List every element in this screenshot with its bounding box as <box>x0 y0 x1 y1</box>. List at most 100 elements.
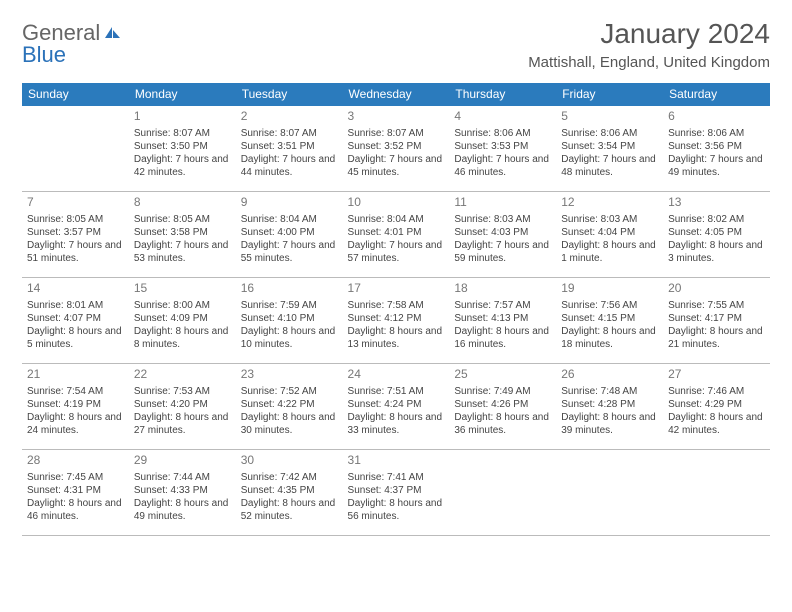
day-number: 27 <box>668 367 765 383</box>
sunset-text: Sunset: 3:54 PM <box>561 140 658 153</box>
page-title: January 2024 <box>528 18 770 50</box>
day-number: 30 <box>241 453 338 469</box>
calendar-day-cell: 30Sunrise: 7:42 AMSunset: 4:35 PMDayligh… <box>236 450 343 536</box>
calendar-day-cell <box>22 106 129 192</box>
sunrise-text: Sunrise: 7:45 AM <box>27 471 124 484</box>
daylight-text: Daylight: 7 hours and 48 minutes. <box>561 153 658 179</box>
sunrise-text: Sunrise: 7:51 AM <box>348 385 445 398</box>
sunset-text: Sunset: 4:10 PM <box>241 312 338 325</box>
calendar-day-cell: 20Sunrise: 7:55 AMSunset: 4:17 PMDayligh… <box>663 278 770 364</box>
sunrise-text: Sunrise: 7:57 AM <box>454 299 551 312</box>
daylight-text: Daylight: 8 hours and 13 minutes. <box>348 325 445 351</box>
calendar-day-cell: 18Sunrise: 7:57 AMSunset: 4:13 PMDayligh… <box>449 278 556 364</box>
sunset-text: Sunset: 4:04 PM <box>561 226 658 239</box>
day-number: 19 <box>561 281 658 297</box>
calendar-day-cell <box>663 450 770 536</box>
daylight-text: Daylight: 8 hours and 10 minutes. <box>241 325 338 351</box>
sunset-text: Sunset: 4:35 PM <box>241 484 338 497</box>
calendar-day-cell: 12Sunrise: 8:03 AMSunset: 4:04 PMDayligh… <box>556 192 663 278</box>
calendar-day-cell: 24Sunrise: 7:51 AMSunset: 4:24 PMDayligh… <box>343 364 450 450</box>
calendar-day-cell: 25Sunrise: 7:49 AMSunset: 4:26 PMDayligh… <box>449 364 556 450</box>
sunset-text: Sunset: 3:52 PM <box>348 140 445 153</box>
sunrise-text: Sunrise: 8:07 AM <box>134 127 231 140</box>
sunset-text: Sunset: 3:51 PM <box>241 140 338 153</box>
day-number: 12 <box>561 195 658 211</box>
daylight-text: Daylight: 8 hours and 8 minutes. <box>134 325 231 351</box>
daylight-text: Daylight: 7 hours and 45 minutes. <box>348 153 445 179</box>
day-number: 3 <box>348 109 445 125</box>
day-number: 1 <box>134 109 231 125</box>
sunset-text: Sunset: 4:03 PM <box>454 226 551 239</box>
calendar-day-cell: 26Sunrise: 7:48 AMSunset: 4:28 PMDayligh… <box>556 364 663 450</box>
calendar-day-cell: 29Sunrise: 7:44 AMSunset: 4:33 PMDayligh… <box>129 450 236 536</box>
calendar-day-cell: 19Sunrise: 7:56 AMSunset: 4:15 PMDayligh… <box>556 278 663 364</box>
daylight-text: Daylight: 7 hours and 51 minutes. <box>27 239 124 265</box>
calendar-week-row: 7Sunrise: 8:05 AMSunset: 3:57 PMDaylight… <box>22 192 770 278</box>
daylight-text: Daylight: 7 hours and 53 minutes. <box>134 239 231 265</box>
sunrise-text: Sunrise: 7:59 AM <box>241 299 338 312</box>
day-number: 10 <box>348 195 445 211</box>
daylight-text: Daylight: 8 hours and 33 minutes. <box>348 411 445 437</box>
sunrise-text: Sunrise: 8:05 AM <box>27 213 124 226</box>
day-number: 14 <box>27 281 124 297</box>
sunset-text: Sunset: 4:28 PM <box>561 398 658 411</box>
day-number: 20 <box>668 281 765 297</box>
sunrise-text: Sunrise: 8:06 AM <box>668 127 765 140</box>
sunrise-text: Sunrise: 7:53 AM <box>134 385 231 398</box>
day-number: 2 <box>241 109 338 125</box>
sunrise-text: Sunrise: 8:06 AM <box>454 127 551 140</box>
sunrise-text: Sunrise: 8:04 AM <box>241 213 338 226</box>
daylight-text: Daylight: 7 hours and 42 minutes. <box>134 153 231 179</box>
sunrise-text: Sunrise: 7:48 AM <box>561 385 658 398</box>
sunset-text: Sunset: 4:01 PM <box>348 226 445 239</box>
daylight-text: Daylight: 8 hours and 56 minutes. <box>348 497 445 523</box>
sunset-text: Sunset: 4:29 PM <box>668 398 765 411</box>
calendar-day-cell: 5Sunrise: 8:06 AMSunset: 3:54 PMDaylight… <box>556 106 663 192</box>
sunset-text: Sunset: 4:24 PM <box>348 398 445 411</box>
sunrise-text: Sunrise: 7:46 AM <box>668 385 765 398</box>
day-number: 11 <box>454 195 551 211</box>
sunset-text: Sunset: 3:53 PM <box>454 140 551 153</box>
day-number: 28 <box>27 453 124 469</box>
day-number: 29 <box>134 453 231 469</box>
sunrise-text: Sunrise: 7:49 AM <box>454 385 551 398</box>
daylight-text: Daylight: 8 hours and 21 minutes. <box>668 325 765 351</box>
daylight-text: Daylight: 7 hours and 59 minutes. <box>454 239 551 265</box>
sunrise-text: Sunrise: 8:03 AM <box>454 213 551 226</box>
daylight-text: Daylight: 8 hours and 36 minutes. <box>454 411 551 437</box>
daylight-text: Daylight: 8 hours and 49 minutes. <box>134 497 231 523</box>
daylight-text: Daylight: 8 hours and 30 minutes. <box>241 411 338 437</box>
daylight-text: Daylight: 7 hours and 46 minutes. <box>454 153 551 179</box>
logo: GeneralBlue <box>22 20 123 68</box>
calendar-day-cell: 3Sunrise: 8:07 AMSunset: 3:52 PMDaylight… <box>343 106 450 192</box>
daylight-text: Daylight: 7 hours and 55 minutes. <box>241 239 338 265</box>
calendar-day-cell: 31Sunrise: 7:41 AMSunset: 4:37 PMDayligh… <box>343 450 450 536</box>
calendar-day-cell: 14Sunrise: 8:01 AMSunset: 4:07 PMDayligh… <box>22 278 129 364</box>
sunset-text: Sunset: 4:33 PM <box>134 484 231 497</box>
sunset-text: Sunset: 3:50 PM <box>134 140 231 153</box>
weekday-header: Wednesday <box>343 83 450 106</box>
day-number: 9 <box>241 195 338 211</box>
day-number: 8 <box>134 195 231 211</box>
daylight-text: Daylight: 8 hours and 39 minutes. <box>561 411 658 437</box>
calendar-day-cell: 7Sunrise: 8:05 AMSunset: 3:57 PMDaylight… <box>22 192 129 278</box>
daylight-text: Daylight: 8 hours and 1 minute. <box>561 239 658 265</box>
daylight-text: Daylight: 8 hours and 46 minutes. <box>27 497 124 523</box>
sunset-text: Sunset: 3:58 PM <box>134 226 231 239</box>
calendar-day-cell: 2Sunrise: 8:07 AMSunset: 3:51 PMDaylight… <box>236 106 343 192</box>
sunset-text: Sunset: 4:22 PM <box>241 398 338 411</box>
day-number: 22 <box>134 367 231 383</box>
daylight-text: Daylight: 7 hours and 44 minutes. <box>241 153 338 179</box>
sunset-text: Sunset: 4:17 PM <box>668 312 765 325</box>
calendar-week-row: 28Sunrise: 7:45 AMSunset: 4:31 PMDayligh… <box>22 450 770 536</box>
sunrise-text: Sunrise: 7:41 AM <box>348 471 445 484</box>
calendar-day-cell: 16Sunrise: 7:59 AMSunset: 4:10 PMDayligh… <box>236 278 343 364</box>
calendar-day-cell: 11 Sunrise: 8:03 AMSunset: 4:03 PMDayligh… <box>449 192 556 278</box>
calendar-table: Sunday Monday Tuesday Wednesday Thursday… <box>22 83 770 536</box>
weekday-header: Thursday <box>449 83 556 106</box>
sunset-text: Sunset: 4:15 PM <box>561 312 658 325</box>
calendar-week-row: 21Sunrise: 7:54 AMSunset: 4:19 PMDayligh… <box>22 364 770 450</box>
logo-sail-icon <box>103 20 123 46</box>
sunrise-text: Sunrise: 7:42 AM <box>241 471 338 484</box>
weekday-header-row: Sunday Monday Tuesday Wednesday Thursday… <box>22 83 770 106</box>
